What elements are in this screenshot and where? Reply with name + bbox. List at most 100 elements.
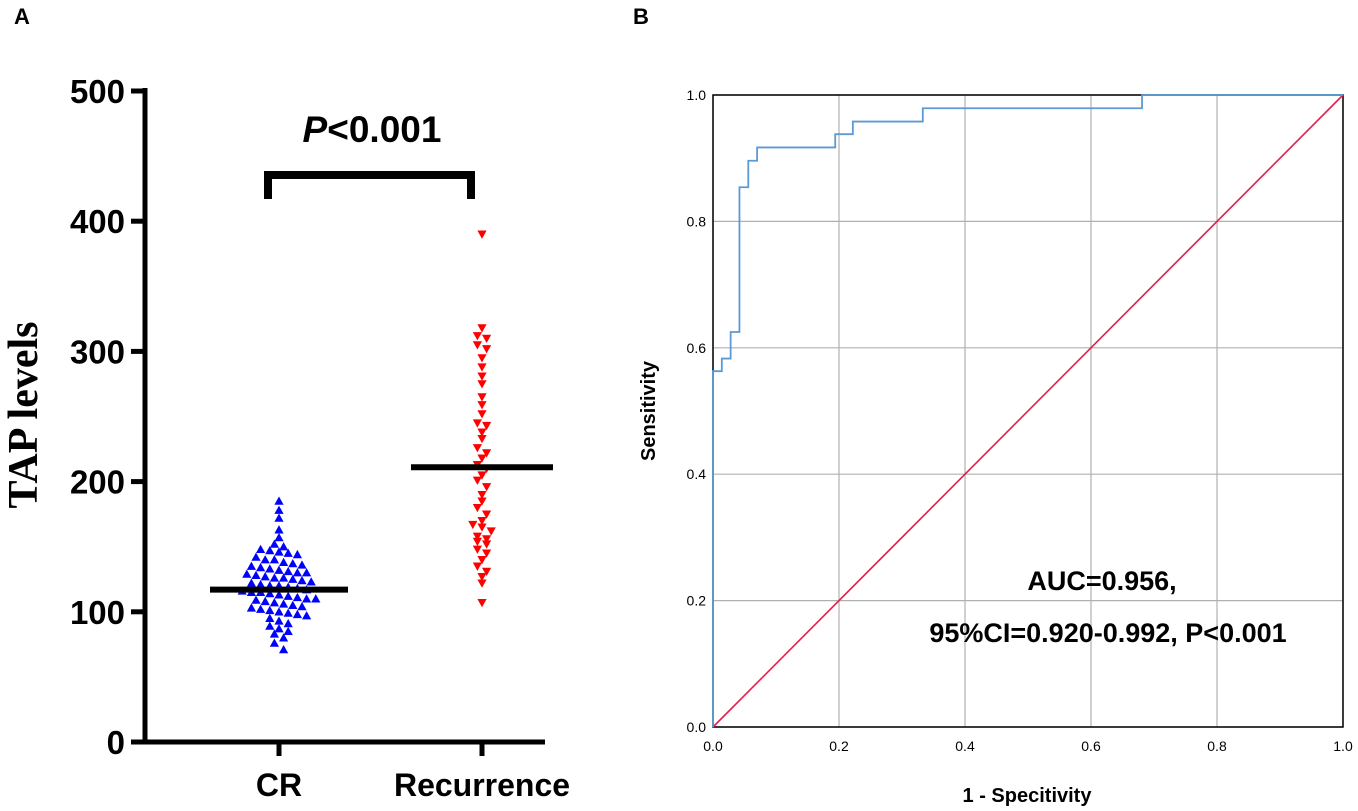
reference-diagonal-line	[712, 94, 1344, 728]
y-tick-label: 500	[70, 73, 125, 110]
cr-point	[246, 578, 256, 587]
panel-b-roc-curve: B 0.00.20.40.60.81.0 0.0 0.2 0.4 0.6 0.8 1.0 …	[633, 4, 1353, 807]
p-italic: P	[303, 109, 328, 150]
cr-point	[279, 599, 289, 608]
cr-point	[297, 575, 307, 585]
cr-point	[274, 607, 284, 616]
y-tick-label: 300	[70, 333, 125, 370]
recurrence-point	[477, 599, 487, 608]
recurrence-point	[482, 334, 492, 343]
cr-point	[274, 505, 284, 514]
cr-point	[306, 577, 316, 586]
cr-point	[251, 595, 261, 604]
cr-point	[283, 591, 293, 600]
cr-point	[302, 568, 312, 577]
cr-point	[265, 613, 275, 622]
auc-annotation: AUC=0.956,	[1027, 566, 1176, 596]
recurrence-point	[486, 527, 496, 536]
recurrence-point	[482, 510, 492, 519]
recurrence-point	[472, 545, 482, 554]
recurrence-point	[477, 572, 487, 582]
recurrence-point	[477, 579, 487, 588]
panel-a-medians	[210, 464, 553, 593]
cr-point	[265, 546, 275, 555]
panel-b-x-axis-label: 1 - Specitivity	[963, 785, 1093, 807]
cr-point	[269, 573, 279, 582]
cr-point	[256, 562, 266, 572]
y-tick-label: 200	[70, 464, 125, 501]
recurrence-point	[482, 567, 492, 577]
cr-point	[302, 594, 312, 603]
significance-label: P<0.001	[303, 109, 442, 150]
y-tick-label: 0.4	[687, 466, 707, 482]
recurrence-point	[482, 549, 492, 558]
recurrence-point	[477, 490, 487, 500]
recurrence-point	[477, 372, 487, 381]
recurrence-point	[472, 332, 482, 341]
cr-point	[274, 624, 284, 633]
cr-point	[283, 548, 293, 557]
recurrence-point	[477, 363, 487, 372]
recurrence-point	[472, 476, 482, 485]
recurrence-point	[477, 354, 487, 363]
cr-point	[246, 561, 256, 570]
cr-point	[297, 560, 307, 569]
x-tick-label-recurrence: Recurrence	[394, 767, 570, 803]
recurrence-point	[477, 428, 487, 437]
cr-point	[292, 609, 302, 619]
recurrence-point	[472, 341, 482, 350]
roc-curve-line	[712, 94, 1343, 727]
cr-point	[274, 496, 284, 505]
cr-point	[260, 572, 270, 581]
cr-point	[274, 616, 284, 625]
cr-point	[283, 608, 293, 617]
cr-point	[269, 539, 279, 548]
recurrence-point	[472, 562, 482, 571]
cr-point	[256, 544, 266, 553]
panel-b-y-ticks: 0.0 0.2 0.4 0.6 0.8 1.0	[687, 87, 707, 735]
recurrence-point	[482, 421, 492, 431]
cr-point	[269, 629, 279, 638]
cr-point	[292, 549, 302, 559]
cr-point	[302, 611, 312, 620]
recurrence-point	[472, 503, 482, 513]
cr-point	[279, 633, 289, 642]
panel-b-label: B	[633, 4, 649, 29]
cr-point	[256, 604, 266, 613]
cr-point	[269, 638, 279, 647]
cr-point	[274, 513, 284, 522]
recurrence-point	[472, 532, 482, 541]
cr-point	[274, 525, 284, 534]
recurrence-point	[477, 471, 487, 480]
significance-bracket: P<0.001	[264, 109, 475, 199]
panel-b-series	[712, 94, 1344, 728]
recurrence-point	[477, 324, 487, 333]
recurrence-point	[468, 520, 478, 530]
cr-point	[283, 618, 293, 628]
cr-point	[279, 644, 289, 654]
recurrence-point	[477, 230, 487, 239]
x-tick-label: 0.2	[829, 738, 849, 754]
x-tick-label: 0.6	[1081, 738, 1101, 754]
cr-point	[292, 592, 302, 602]
cr-point	[242, 569, 252, 578]
cr-point	[269, 555, 279, 564]
y-tick-label: 0.6	[687, 340, 707, 356]
y-tick-label: 100	[70, 594, 125, 631]
cr-point	[288, 600, 298, 609]
recurrence-point	[477, 393, 487, 402]
recurrence-point	[482, 540, 492, 549]
cr-point	[269, 598, 279, 607]
bracket-line	[264, 171, 475, 199]
cr-point	[265, 588, 275, 598]
cr-point	[265, 564, 275, 573]
cr-point	[256, 579, 266, 589]
ci-annotation: 95%CI=0.920-0.992, P<0.001	[929, 618, 1286, 648]
cr-point	[283, 566, 293, 576]
cr-point	[292, 568, 302, 577]
y-tick-label: 0.8	[687, 213, 707, 229]
cr-point	[251, 552, 261, 561]
panel-b-y-axis-label: Sensitivity	[638, 360, 660, 461]
panel-a-y-ticks: 0 100 200 300 400 500	[70, 73, 145, 761]
panel-a-y-axis-label: TAP levels	[1, 321, 47, 508]
